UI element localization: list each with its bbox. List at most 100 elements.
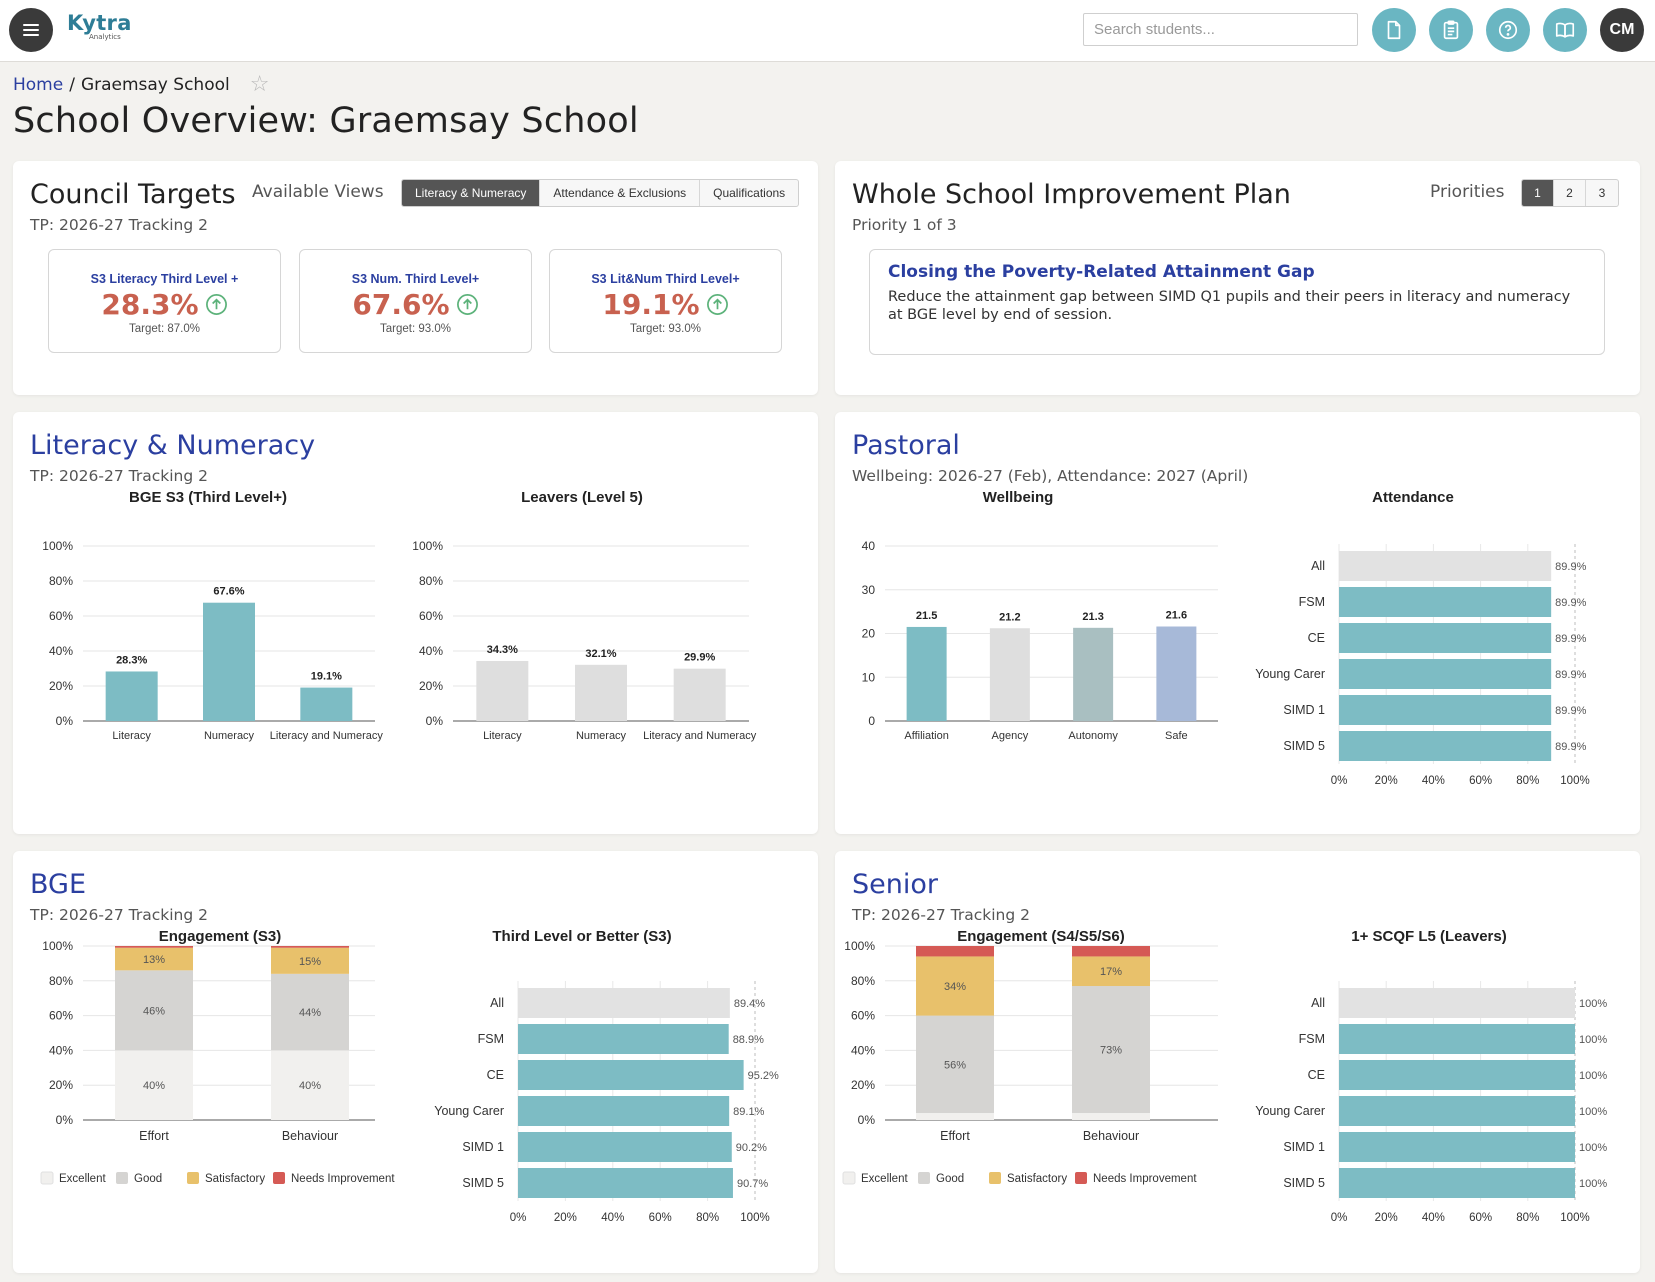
data-label: 100% bbox=[1579, 1142, 1607, 1154]
data-label: 29.9% bbox=[684, 652, 715, 664]
breadcrumb-home-link[interactable]: Home bbox=[13, 74, 64, 95]
data-label: 100% bbox=[1579, 1034, 1607, 1046]
bar bbox=[518, 1096, 730, 1126]
scqf-l5-chart: 1+ SCQF L5 (Leavers) 0% 20% 40% 60% 80% 100% Al… bbox=[1255, 928, 1607, 1224]
logo[interactable]: Kytra Analytics bbox=[67, 11, 132, 41]
y-tick-label: All bbox=[1311, 996, 1325, 1010]
y-tick-label: 60% bbox=[851, 1009, 875, 1023]
bar bbox=[300, 687, 353, 721]
x-tick-label: 60% bbox=[649, 1212, 672, 1224]
x-tick-label: 40% bbox=[1422, 775, 1445, 787]
kpi-target: Target: 93.0% bbox=[630, 323, 701, 335]
y-tick-label: 100% bbox=[42, 539, 73, 553]
bar-segment bbox=[1072, 1113, 1150, 1120]
senior-title[interactable]: Senior bbox=[852, 869, 938, 900]
bar-segment bbox=[916, 1113, 994, 1120]
legend-label: Satisfactory bbox=[205, 1173, 265, 1185]
bge-s3-chart: BGE S3 (Third Level+) 0% 20% 40% 60% 80% 100% 2… bbox=[42, 489, 384, 742]
view-option-literacy-numeracy[interactable]: Literacy & Numeracy bbox=[402, 180, 541, 206]
kpi-label: S3 Lit&Num Third Level+ bbox=[591, 272, 740, 286]
bar bbox=[1073, 627, 1114, 721]
help-button[interactable] bbox=[1486, 8, 1530, 52]
data-label: 21.5 bbox=[916, 610, 937, 622]
y-tick-label: CE bbox=[487, 1068, 504, 1082]
literacy-numeracy-title[interactable]: Literacy & Numeracy bbox=[30, 430, 316, 461]
search-input[interactable] bbox=[1083, 13, 1358, 46]
improvement-plan-card: Whole School Improvement Plan Priority 1… bbox=[835, 161, 1640, 395]
y-tick-label: 60% bbox=[49, 1009, 73, 1023]
x-tick-label: 0% bbox=[1331, 775, 1348, 787]
view-option-qualifications[interactable]: Qualifications bbox=[713, 186, 786, 200]
reports-button[interactable] bbox=[1429, 8, 1473, 52]
y-tick-label: Young Carer bbox=[434, 1104, 504, 1118]
trend-up-icon bbox=[456, 294, 478, 315]
attendance-chart: Attendance 0% 20% 40% 60% 80% 100% All 89.9% FSM 8… bbox=[1255, 489, 1589, 787]
kpi-value: 67.6% bbox=[352, 288, 450, 321]
y-tick-label: 0% bbox=[56, 714, 74, 728]
menu-button[interactable] bbox=[9, 8, 53, 52]
data-label: 34.3% bbox=[487, 644, 518, 656]
kpi-value: 28.3% bbox=[101, 288, 199, 321]
file-icon bbox=[1387, 20, 1401, 40]
bar-segment bbox=[271, 946, 349, 948]
kpi-value: 19.1% bbox=[602, 288, 700, 321]
kpi-card[interactable]: S3 Literacy Third Level + 28.3% Target: … bbox=[48, 249, 281, 353]
y-tick-label: 60% bbox=[49, 609, 73, 623]
x-tick-label: Agency bbox=[992, 730, 1029, 742]
y-tick-label: 20% bbox=[419, 679, 443, 693]
y-tick-label: 0% bbox=[56, 1113, 74, 1127]
user-avatar[interactable]: CM bbox=[1600, 8, 1644, 52]
data-label: 100% bbox=[1579, 1070, 1607, 1082]
chart-title: Wellbeing bbox=[983, 489, 1054, 506]
priority-option-2[interactable]: 2 bbox=[1554, 180, 1586, 206]
legend-swatch bbox=[842, 1171, 856, 1185]
y-tick-label: 100% bbox=[42, 939, 73, 953]
y-tick-label: Young Carer bbox=[1255, 1104, 1325, 1118]
bar bbox=[1339, 623, 1552, 653]
kpi-label: S3 Num. Third Level+ bbox=[351, 272, 480, 286]
senior-card: Senior TP: 2026-27 Tracking 2 Engagement… bbox=[835, 851, 1640, 1273]
data-label: 89.9% bbox=[1555, 597, 1586, 609]
bar bbox=[906, 626, 947, 721]
bar bbox=[1339, 988, 1575, 1018]
documents-button[interactable] bbox=[1372, 8, 1416, 52]
y-tick-label: SIMD 5 bbox=[1283, 1176, 1325, 1190]
leavers-l5-chart: Leavers (Level 5) 0% 20% 40% 60% 80% 100% 34.3%… bbox=[412, 489, 757, 742]
bar-segment bbox=[115, 1050, 193, 1120]
bge-title[interactable]: BGE bbox=[30, 869, 87, 900]
data-label: 89.4% bbox=[734, 998, 765, 1010]
x-tick-label: 20% bbox=[1375, 775, 1398, 787]
data-label: 100% bbox=[1579, 1178, 1607, 1190]
y-tick-label: 40% bbox=[419, 644, 443, 658]
kpi-card[interactable]: S3 Num. Third Level+ 67.6% Target: 93.0% bbox=[299, 249, 532, 353]
bar bbox=[1339, 731, 1552, 761]
data-label: 89.9% bbox=[1555, 633, 1586, 645]
y-tick-label: 20% bbox=[851, 1078, 875, 1092]
favorite-star-icon[interactable]: ☆ bbox=[249, 72, 270, 97]
legend-swatch bbox=[989, 1172, 1001, 1184]
x-tick-label: 100% bbox=[1560, 775, 1589, 787]
chart-title: BGE S3 (Third Level+) bbox=[129, 489, 287, 506]
y-tick-label: 80% bbox=[419, 574, 443, 588]
bar-segment bbox=[271, 973, 349, 1051]
pastoral-title[interactable]: Pastoral bbox=[852, 430, 960, 461]
data-label: 88.9% bbox=[733, 1034, 764, 1046]
data-label: 32.1% bbox=[585, 648, 616, 660]
x-tick-label: Safe bbox=[1165, 730, 1188, 742]
third-level-s3-chart: Third Level or Better (S3) 0% 20% 40% 60% 80%… bbox=[434, 928, 779, 1224]
bar bbox=[673, 668, 726, 721]
engagement-s3-chart: Engagement (S3) 0% 20% 40% 60% 80% 100% 40% 46% 1… bbox=[40, 928, 395, 1185]
chart-title: Leavers (Level 5) bbox=[521, 489, 643, 506]
x-tick-label: Literacy and Numeracy bbox=[643, 730, 757, 742]
priority-option-3[interactable]: 3 bbox=[1598, 186, 1606, 200]
priority-option-1[interactable]: 1 bbox=[1522, 180, 1554, 206]
kpi-card[interactable]: S3 Lit&Num Third Level+ 19.1% Target: 93… bbox=[549, 249, 782, 353]
y-tick-label: SIMD 1 bbox=[1283, 703, 1325, 717]
bar bbox=[203, 602, 255, 721]
guide-button[interactable] bbox=[1543, 8, 1587, 52]
priority-title[interactable]: Closing the Poverty-Related Attainment G… bbox=[888, 262, 1315, 282]
trend-up-icon bbox=[205, 294, 227, 315]
logo-text: Kytra bbox=[67, 11, 132, 35]
view-option-attendance-exclusions[interactable]: Attendance & Exclusions bbox=[540, 180, 701, 206]
x-tick-label: Literacy and Numeracy bbox=[270, 730, 384, 742]
